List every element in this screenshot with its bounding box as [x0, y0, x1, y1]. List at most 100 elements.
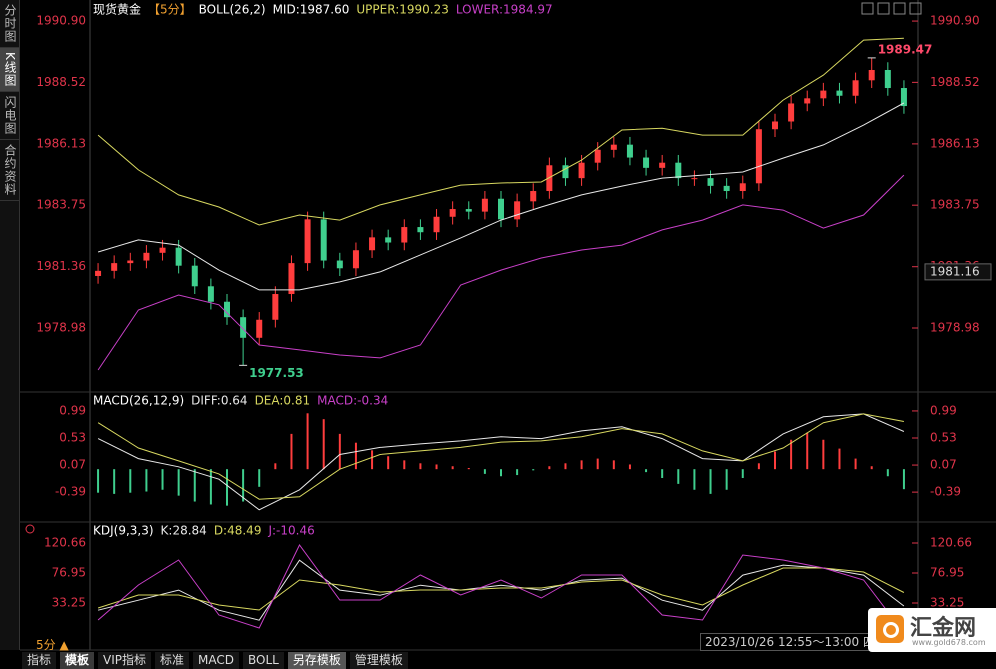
- tab[interactable]: MACD: [193, 652, 240, 669]
- candle-body: [739, 183, 746, 192]
- candle-body: [820, 90, 827, 99]
- sidebar-item[interactable]: 闪电图: [0, 92, 19, 140]
- candle-body: [127, 260, 134, 264]
- logo-icon: [876, 615, 904, 643]
- tab[interactable]: 标准: [155, 652, 190, 669]
- candle-body: [191, 265, 198, 287]
- legend-text: MID:1987.60: [273, 3, 350, 17]
- y-tick-label-left: 0.99: [59, 403, 86, 417]
- indicator-line: [97, 37, 904, 226]
- indicator-line: [97, 413, 904, 500]
- icon-button[interactable]: [877, 2, 890, 15]
- indicator-line: [97, 413, 905, 511]
- y-tick-label-left: 1988.52: [36, 75, 86, 89]
- candle-body: [530, 191, 537, 202]
- candle-body: [401, 227, 408, 243]
- timestamp: 2023/10/26 12:55～13:00 四: [700, 633, 880, 651]
- candle-body: [691, 178, 698, 180]
- high-label: 1989.47: [878, 42, 933, 56]
- logo: 汇金网 www.gold678.com: [868, 608, 996, 652]
- y-tick-label-left: 76.95: [52, 566, 86, 580]
- legend-text: 【5分】: [148, 3, 192, 17]
- candle-body: [498, 198, 504, 220]
- legend-text: KDJ(9,3,3): [93, 524, 154, 538]
- candle-body: [95, 270, 102, 276]
- candle-body: [514, 201, 521, 220]
- y-tick-label-left: 0.53: [59, 431, 86, 445]
- y-tick-label-right: 1990.90: [930, 14, 980, 28]
- candle-body: [900, 88, 907, 107]
- candle-body: [159, 247, 166, 253]
- legend-text: BOLL(26,2): [199, 3, 266, 17]
- candle-body: [868, 69, 875, 81]
- tab[interactable]: 另存模板: [287, 652, 346, 669]
- legend-text: D:48.49: [214, 524, 262, 538]
- period-selector[interactable]: 5分 ▲: [36, 638, 69, 652]
- y-tick-label-right: 1983.75: [930, 198, 980, 212]
- candle-body: [320, 219, 327, 261]
- candle-body: [304, 219, 311, 264]
- candle-body: [369, 237, 376, 251]
- indicator-line: [97, 567, 905, 611]
- y-tick-label-left: 1986.13: [36, 136, 86, 150]
- low-label: 1977.53: [249, 366, 304, 380]
- legend-text: LOWER:1984.97: [456, 3, 553, 17]
- candle-body: [336, 260, 343, 269]
- y-tick-label-right: 0.99: [930, 403, 957, 417]
- y-tick-label-right: 33.25: [930, 596, 964, 610]
- candle-body: [111, 263, 118, 271]
- indicator-line: [97, 102, 905, 291]
- candle-body: [788, 103, 795, 122]
- sidebar-item[interactable]: 合约资料: [0, 140, 19, 201]
- y-tick-label-left: -0.39: [55, 485, 86, 499]
- icon-button[interactable]: [909, 2, 922, 15]
- candle-body: [578, 162, 585, 179]
- legend-text: 现货黄金: [93, 2, 141, 17]
- y-tick-label-right: 0.07: [930, 458, 957, 472]
- legend-text: K:28.84: [161, 524, 207, 538]
- y-tick-label-left: 33.25: [52, 596, 86, 610]
- candle-body: [207, 286, 214, 302]
- tab[interactable]: 管理模板: [349, 652, 408, 669]
- candle-body: [643, 157, 650, 168]
- legend-text: UPPER:1990.23: [356, 3, 448, 17]
- candle-body: [481, 198, 488, 212]
- candle-body: [836, 90, 843, 96]
- icon-button[interactable]: [893, 2, 906, 15]
- settings-icon[interactable]: [25, 524, 35, 534]
- sidebar-item[interactable]: K线图: [0, 48, 19, 92]
- y-tick-label-right: 1978.98: [930, 321, 980, 335]
- y-tick-label-right: 1986.13: [930, 136, 980, 150]
- y-tick-label-right: 0.53: [930, 431, 957, 445]
- y-tick-label-right: 120.66: [930, 535, 972, 549]
- candle-body: [465, 209, 472, 212]
- candle-body: [884, 69, 891, 89]
- candle-body: [240, 317, 247, 338]
- candle-body: [707, 178, 714, 186]
- candle-body: [143, 252, 150, 261]
- candle-body: [433, 216, 440, 233]
- candle-body: [272, 294, 279, 320]
- tab[interactable]: VIP指标: [98, 652, 152, 669]
- candle-body: [626, 144, 633, 158]
- tab[interactable]: 模板: [60, 652, 95, 669]
- candle-body: [852, 80, 859, 96]
- candle-body: [594, 149, 601, 163]
- candle-body: [417, 227, 424, 233]
- tab[interactable]: BOLL: [243, 652, 284, 669]
- candle-body: [385, 237, 392, 243]
- y-tick-label-right: 1988.52: [930, 75, 980, 89]
- tab-bar: 指标 模板 VIP指标 标准 MACD BOLL 另存模板 管理模板: [22, 652, 408, 669]
- icon-button[interactable]: [861, 2, 874, 15]
- candle-body: [449, 209, 456, 217]
- sidebar-item[interactable]: 分时图: [0, 0, 19, 48]
- y-tick-label-left: 1981.36: [36, 259, 86, 273]
- candle-body: [755, 129, 762, 184]
- sidebar: 分时图 K线图 闪电图 合约资料: [0, 0, 20, 650]
- legend-text: DEA:0.81: [255, 394, 311, 408]
- legend-text: J:-10.46: [267, 524, 314, 538]
- candle-body: [256, 319, 263, 338]
- candle-body: [562, 165, 569, 179]
- tab[interactable]: 指标: [22, 652, 57, 669]
